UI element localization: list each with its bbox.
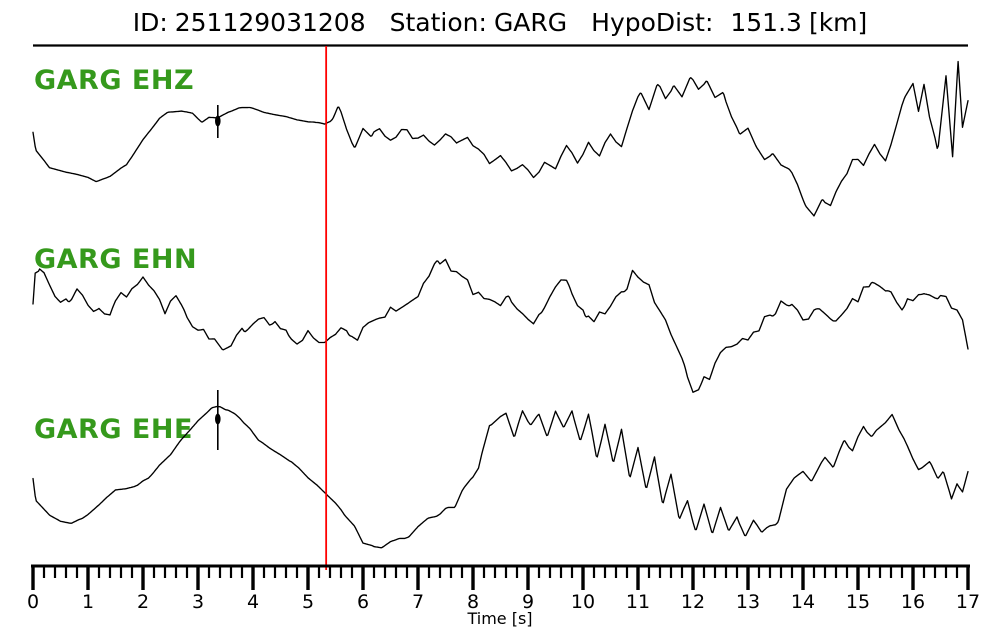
station-value: GARG	[493, 8, 568, 37]
event-id-label: ID:	[132, 8, 168, 37]
hypodist-unit: [km]	[808, 8, 868, 37]
x-tick-label: 2	[137, 591, 149, 613]
x-tick-label: 0	[27, 591, 39, 613]
x-tick-label: 1	[82, 591, 94, 613]
hypodist-label: HypoDist:	[591, 8, 714, 37]
x-tick-label: 13	[736, 591, 760, 613]
trace-garg-ehz	[32, 60, 969, 217]
event-id-value: 251129031208	[174, 8, 366, 37]
trace-label-ehz: GARG EHZ	[34, 65, 195, 96]
x-axis-title: Time [s]	[467, 609, 533, 628]
x-tick-label: 6	[357, 591, 369, 613]
x-tick-label: 4	[247, 591, 259, 613]
x-tick-label: 11	[626, 591, 650, 613]
trace-garg-ehe	[32, 405, 969, 549]
glitch-blob	[215, 413, 221, 425]
x-tick-label: 5	[302, 591, 314, 613]
trace-label-ehn: GARG EHN	[34, 244, 198, 275]
trace-label-ehe: GARG EHE	[34, 414, 193, 445]
glitch-blob	[215, 115, 221, 127]
figure-title: ID: 251129031208 Station: GARG HypoDist: 151.…	[0, 8, 1000, 37]
trace-garg-ehn	[32, 258, 969, 393]
x-tick-label: 12	[681, 591, 705, 613]
x-axis: 0 1 2 3 4 5 6 7 8 9 10 11 12 13 14 15 16 17	[27, 564, 980, 613]
x-tick-label: 8	[467, 591, 479, 613]
x-tick-label: 9	[522, 591, 534, 613]
x-tick-label: 10	[571, 591, 595, 613]
x-tick-label: 15	[846, 591, 870, 613]
x-tick-label: 3	[192, 591, 204, 613]
x-tick-label: 14	[791, 591, 815, 613]
x-tick-label: 7	[412, 591, 424, 613]
x-tick-label: 17	[956, 591, 980, 613]
hypodist-value: 151.3	[730, 8, 802, 37]
station-label: Station:	[389, 8, 487, 37]
x-tick-label: 16	[901, 591, 925, 613]
